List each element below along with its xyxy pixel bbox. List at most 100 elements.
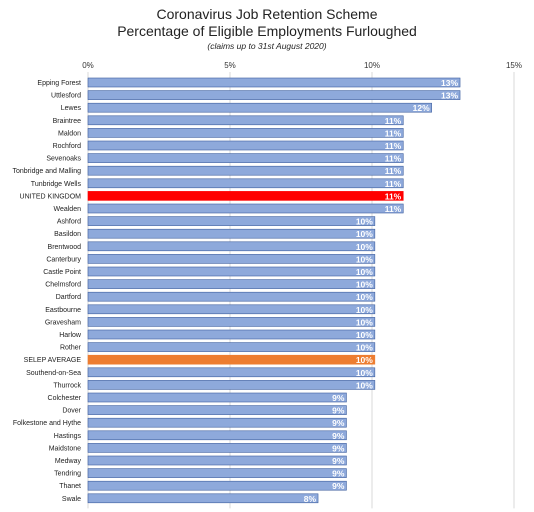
- data-label: 11%: [385, 128, 402, 138]
- bars: [87, 77, 461, 504]
- bar: [87, 304, 376, 315]
- data-label: 10%: [356, 217, 373, 227]
- category-label: Basildon: [54, 231, 81, 238]
- category-label: Swale: [62, 496, 81, 503]
- category-label: Eastbourne: [45, 307, 81, 314]
- data-label: 9%: [332, 431, 345, 441]
- category-label: Dartford: [56, 294, 81, 301]
- data-label: 10%: [356, 242, 373, 252]
- bar: [87, 493, 319, 504]
- bar: [87, 430, 347, 441]
- data-label: 10%: [356, 317, 373, 327]
- bar: [87, 191, 404, 201]
- category-label: Ashford: [57, 219, 81, 226]
- data-label: 9%: [332, 393, 345, 403]
- bar: [87, 455, 347, 466]
- bar: [87, 291, 376, 302]
- category-labels: Epping Forest Uttlesford Lewes Braintree Mal…: [13, 80, 82, 503]
- data-label: 12%: [413, 103, 430, 113]
- tick-label: 5%: [224, 61, 236, 70]
- bar: [87, 241, 376, 252]
- data-label: 9%: [332, 443, 345, 453]
- category-label: Tendring: [54, 471, 81, 478]
- category-label: Rother: [60, 345, 82, 352]
- data-label: 11%: [385, 166, 402, 176]
- data-label: 8%: [304, 494, 317, 504]
- category-label: Lewes: [61, 105, 82, 112]
- bar: [87, 102, 432, 113]
- data-label: 13%: [441, 91, 458, 101]
- category-label: SELEP AVERAGE: [24, 357, 82, 364]
- data-label: 11%: [385, 179, 402, 189]
- bar: [87, 380, 376, 390]
- bar: [87, 417, 347, 428]
- axis-ticks: 0% 5% 10% 15%: [82, 61, 522, 70]
- category-label: Castle Point: [43, 269, 81, 276]
- bar: [87, 115, 404, 126]
- category-label: Thanet: [59, 483, 81, 490]
- data-label: 10%: [356, 330, 373, 340]
- bar: [87, 405, 347, 415]
- data-label: 10%: [356, 380, 373, 390]
- data-label: 10%: [356, 355, 373, 365]
- bar: [87, 140, 404, 151]
- data-label: 13%: [441, 78, 458, 88]
- category-label: Dover: [62, 408, 81, 415]
- data-label: 9%: [332, 418, 345, 428]
- chart-subtitle: Percentage of Eligible Employments Furlo…: [117, 23, 417, 39]
- bar: [87, 354, 376, 365]
- category-label: Southend-on-Sea: [26, 370, 81, 377]
- data-label: 10%: [356, 343, 373, 353]
- bar: [87, 342, 376, 352]
- data-label: 10%: [356, 368, 373, 378]
- bar: [87, 178, 404, 189]
- category-label: Sevenoaks: [46, 156, 81, 163]
- bar: [87, 165, 404, 176]
- category-label: Uttlesford: [51, 93, 81, 100]
- data-label: 9%: [332, 469, 345, 479]
- tick-label: 0%: [82, 61, 94, 70]
- tick-label: 15%: [506, 61, 522, 70]
- data-label: 9%: [332, 481, 345, 491]
- category-label: Epping Forest: [37, 80, 81, 87]
- category-label: Medway: [55, 458, 82, 465]
- bar: [87, 329, 376, 340]
- data-label: 11%: [385, 204, 402, 214]
- category-label: Canterbury: [46, 256, 81, 263]
- bar: [87, 468, 347, 478]
- category-label: Tonbridge and Malling: [13, 168, 82, 175]
- bar: [87, 367, 376, 378]
- bar: [87, 153, 404, 163]
- category-label: Thurrock: [53, 382, 81, 389]
- data-label: 11%: [385, 154, 402, 164]
- category-label: Maldon: [58, 130, 81, 137]
- data-label: 11%: [385, 141, 402, 151]
- category-label: Harlow: [59, 332, 82, 339]
- data-label: 9%: [332, 456, 345, 466]
- chart-title: Coronavirus Job Retention Scheme: [156, 6, 378, 22]
- data-label: 9%: [332, 406, 345, 416]
- data-label: 10%: [356, 292, 373, 302]
- category-label: Colchester: [48, 395, 82, 402]
- bar: [87, 480, 347, 491]
- category-label: Brentwood: [48, 244, 82, 251]
- bar: [87, 128, 404, 138]
- bar: [87, 77, 461, 88]
- bar: [87, 443, 347, 453]
- category-label: Gravesham: [45, 319, 81, 326]
- category-label: Chelmsford: [45, 282, 81, 289]
- bar: [87, 279, 376, 289]
- category-label: Tunbridge Wells: [31, 181, 82, 188]
- data-label: 10%: [356, 267, 373, 277]
- data-label: 10%: [356, 254, 373, 264]
- data-labels: 13% 13% 12% 11% 11% 11% 11% 11% 11% 11% 11% 10% 10% 1…: [304, 78, 459, 504]
- category-label: Braintree: [53, 118, 82, 125]
- category-label: UNITED KINGDOM: [20, 193, 82, 200]
- data-label: 10%: [356, 305, 373, 315]
- category-label: Rochford: [53, 143, 82, 150]
- category-label: Hastings: [54, 433, 82, 440]
- bar: [87, 317, 376, 327]
- bar: [87, 216, 376, 226]
- bar: [87, 266, 376, 277]
- category-label: Wealden: [53, 206, 81, 213]
